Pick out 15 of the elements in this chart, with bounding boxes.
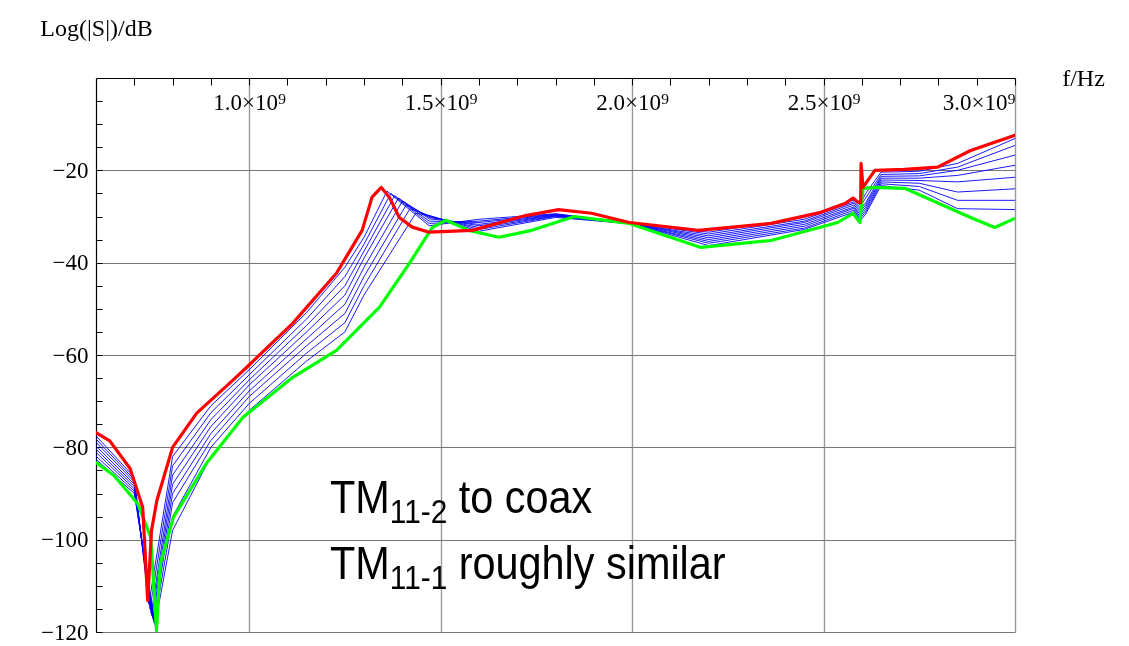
y-axis-title: Log(|S|)/dB <box>40 14 153 41</box>
y-tick-label: −80 <box>52 434 89 460</box>
x-tick-label: 2.5×10⁹ <box>787 89 861 115</box>
x-tick-label: 2.0×10⁹ <box>596 89 669 115</box>
x-axis-title: f/Hz <box>1062 64 1105 91</box>
y-tick-label: −100 <box>41 527 89 553</box>
annotation: TM$_{11-1}$ roughly similar <box>330 536 726 598</box>
y-tick-label: −60 <box>52 342 89 368</box>
x-tick-label: 1.5×10⁹ <box>404 89 478 115</box>
y-tick-label: −120 <box>41 619 89 645</box>
annotation: TM$_{11-2}$ to coax <box>330 470 593 532</box>
x-tick-label: 3.0×10⁹ <box>942 89 1016 115</box>
x-tick-label: 1.0×10⁹ <box>213 89 287 115</box>
y-tick-label: −40 <box>52 250 89 276</box>
y-tick-label: −20 <box>52 157 89 183</box>
